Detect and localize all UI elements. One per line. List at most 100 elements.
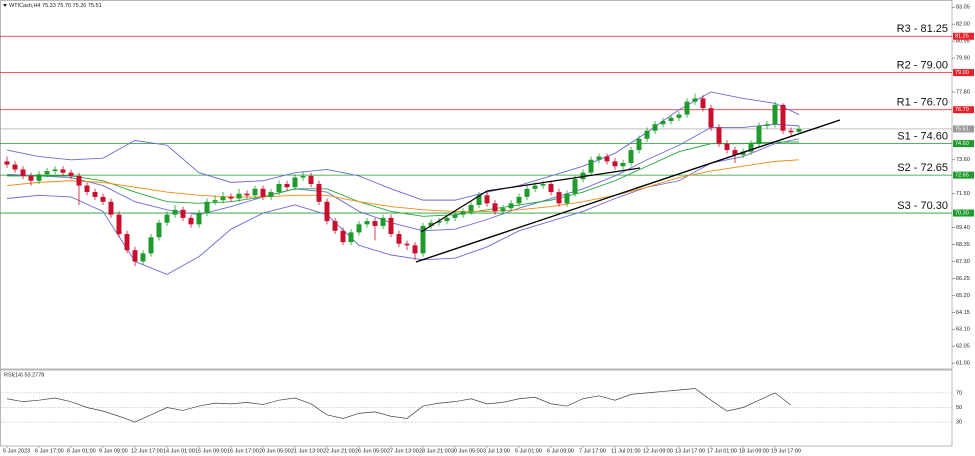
candle-body: [12, 164, 18, 170]
candle-body: [324, 201, 330, 222]
level-tag: [953, 32, 974, 40]
candle-body: [732, 150, 738, 155]
candle-body: [372, 221, 378, 226]
candle-body: [412, 245, 418, 254]
candle-body: [356, 224, 362, 233]
level-tag-label: 70.30: [955, 210, 969, 216]
candle-body: [68, 172, 74, 176]
candle-body: [612, 161, 618, 167]
menu-icon: [3, 4, 7, 7]
candle-body: [500, 208, 506, 212]
candle-body: [636, 138, 642, 151]
candle-body: [44, 171, 50, 175]
candle-body: [420, 225, 426, 254]
candle-body: [580, 172, 586, 180]
candle-body: [628, 150, 634, 163]
candle-body: [652, 124, 658, 131]
candle-body: [52, 169, 58, 172]
candle-body: [516, 196, 522, 204]
trendline: [420, 190, 488, 233]
candle-body: [540, 183, 546, 186]
level-tag-label: 81.25: [955, 34, 969, 40]
x-tick-label: 30 Jun 05:00: [451, 448, 483, 454]
x-tick-label: 3 Jul 13:00: [483, 448, 510, 454]
x-tick-label: 13 Jul 17:00: [675, 448, 705, 454]
candle-body: [428, 222, 434, 226]
candle-body: [164, 214, 170, 223]
last-price-label: 75.51: [955, 126, 969, 132]
candle-body: [468, 204, 474, 212]
candle-body: [28, 175, 34, 181]
candle-body: [668, 117, 674, 122]
candle-body: [284, 183, 290, 188]
candle-body: [572, 179, 578, 194]
level-tag: [953, 106, 974, 114]
y-tick-label: 83.05: [956, 5, 970, 11]
level-tag-label: 76.70: [955, 107, 969, 113]
candle-body: [108, 201, 114, 215]
candle-body: [172, 209, 178, 215]
candle-body: [204, 201, 210, 214]
x-tick-label: 11 Jul 01:00: [611, 448, 641, 454]
candle-body: [332, 221, 338, 231]
candle-body: [380, 217, 386, 226]
candle-body: [564, 193, 570, 204]
level-tag-label: 74.60: [955, 141, 969, 147]
level-label: R3 - 81.25: [897, 23, 948, 35]
x-tick-label: 27 Jun 13:00: [387, 448, 419, 454]
candle-body: [716, 127, 722, 144]
candle-body: [404, 243, 410, 246]
candle-body: [20, 169, 26, 176]
y-tick-label: 82.00: [956, 22, 970, 28]
candle-body: [228, 196, 234, 199]
candle-body: [180, 209, 186, 218]
candle-body: [748, 143, 754, 152]
candle-body: [524, 188, 530, 197]
candle-body: [292, 177, 298, 188]
x-tick-label: 5 Jul 01:00: [515, 448, 542, 454]
level-tag: [953, 69, 974, 77]
candle-body: [532, 185, 538, 189]
candle-body: [236, 193, 242, 199]
candle-body: [708, 108, 714, 128]
price-title: WTICash,H4 75.33 75.70 75.26 75.51: [9, 3, 102, 9]
candle-body: [276, 183, 282, 193]
x-tick-label: 14 Jun 01:00: [163, 448, 195, 454]
candle-body: [100, 196, 106, 202]
candle-body: [780, 104, 786, 131]
candle-body: [268, 192, 274, 197]
indicator-line: [7, 141, 799, 217]
candle-body: [620, 162, 626, 167]
level-tag-label: 79.00: [955, 70, 969, 76]
x-tick-label: 9 Jun 09:00: [99, 448, 128, 454]
candle-body: [156, 222, 162, 238]
candle-body: [340, 230, 346, 243]
candle-body: [76, 175, 82, 186]
candle-body: [188, 217, 194, 225]
candle-body: [492, 203, 498, 212]
x-tick-label: 20 Jun 05:00: [259, 448, 291, 454]
candle-body: [444, 217, 450, 222]
candle-body: [92, 192, 98, 197]
candle-body: [644, 130, 650, 139]
y-tick-label: 77.80: [956, 89, 970, 95]
candle-body: [556, 192, 562, 204]
x-tick-label: 18 Jul 09:00: [739, 448, 769, 454]
candle-body: [676, 114, 682, 118]
candle-body: [348, 232, 354, 243]
y-tick-label: 63.10: [956, 327, 970, 333]
candle-body: [148, 237, 154, 254]
candle-body: [364, 221, 370, 225]
candle-body: [140, 253, 146, 262]
x-tick-label: 17 Jul 01:00: [707, 448, 737, 454]
candle-body: [588, 159, 594, 173]
level-tag: [953, 209, 974, 217]
candle-body: [596, 156, 602, 160]
candle-body: [212, 200, 218, 202]
candle-body: [660, 121, 666, 125]
last-price-tag: [953, 125, 974, 133]
level-label: R2 - 79.00: [897, 60, 948, 72]
y-tick-label: 80.95: [956, 39, 970, 45]
candle-body: [764, 124, 770, 126]
